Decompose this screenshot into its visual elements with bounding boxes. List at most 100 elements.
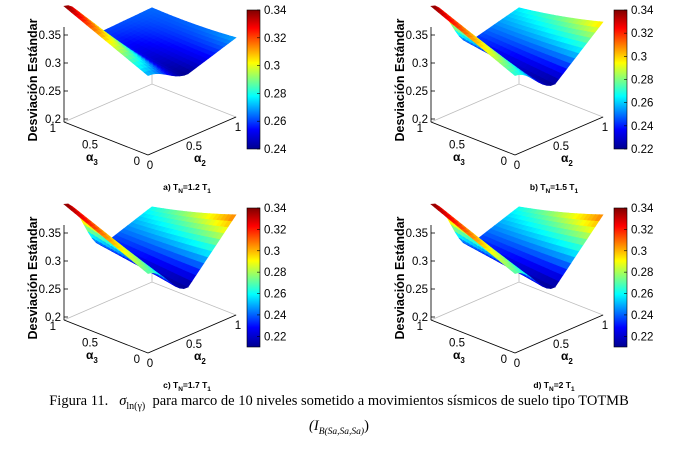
a3-tick-label: 0 (501, 354, 507, 366)
colorbar-tick-label: 0.26 (264, 289, 286, 301)
a2-tick-label: 0 (514, 358, 520, 370)
z-axis-title: Desviación Estándar (26, 18, 40, 141)
caption-text: para marco de 10 niveles sometido a movi… (152, 393, 629, 409)
panel-label-part: =2 T (554, 380, 572, 390)
z-tick-label: 0.25 (39, 284, 61, 296)
panel-label-part: b) T (530, 182, 546, 192)
colorbar (246, 207, 261, 348)
a3-axis-title-sub: 3 (460, 158, 465, 167)
colorbar-tick-label: 0.22 (264, 331, 286, 343)
a3-axis-line (63, 121, 149, 156)
z-tick-label: 0.2 (412, 312, 428, 324)
colorbar-tick-label: 0.24 (631, 121, 654, 133)
a3-tick-label: 0 (134, 156, 140, 168)
z-tick-label: 0.25 (406, 86, 428, 98)
figure-caption-measure: (IB(Sa,Sa,Sa)) (0, 418, 678, 437)
z-tick-label: 0.35 (406, 30, 428, 42)
a2-axis-line (147, 116, 237, 156)
surface-cell (227, 214, 237, 222)
z-tick-label: 0.35 (39, 30, 61, 42)
panel-label: b) TN=1.5 T1 (530, 182, 579, 195)
a3-tick-label: 1 (50, 123, 56, 135)
colorbar-tick-label: 0.28 (631, 75, 653, 87)
z-tick-label: 0.3 (45, 58, 61, 70)
z-tick-label: 0.3 (412, 256, 428, 268)
z-tick-label: 0.2 (45, 312, 61, 324)
panel-label-part: N (178, 386, 183, 393)
panel-label-part: 1 (571, 386, 575, 393)
a3-tick-label: 0.5 (82, 140, 98, 152)
panel-label-part: =1.7 T (183, 380, 208, 390)
a3-axis-title: α3 (453, 150, 465, 167)
a3-axis-line (430, 121, 516, 156)
surface-mesh (63, 203, 237, 289)
a2-tick-label: 0.5 (553, 141, 569, 153)
colorbar-tick-label: 0.22 (631, 144, 653, 156)
a3-tick-label: 0.5 (449, 338, 465, 350)
colorbar-tick-label: 0.3 (631, 51, 647, 63)
surface-cell (227, 36, 237, 41)
panel-label-part: =1.2 T (183, 182, 208, 192)
z-tick-label: 0.2 (412, 114, 428, 126)
colorbar-tick-label: 0.3 (631, 246, 647, 258)
surface-mesh (430, 5, 604, 86)
a3-tick-label: 0.5 (82, 338, 98, 350)
panel-label-part: N (178, 188, 183, 195)
z-axis-title: Desviación Estándar (26, 216, 40, 339)
a3-tick-label: 0.5 (449, 140, 465, 152)
caption-sigma-sub: ln(γ) (126, 400, 146, 412)
a2-tick-label: 0 (147, 358, 153, 370)
a2-tick-label: 0.5 (186, 141, 202, 153)
caption-label: Figura 11. (49, 393, 109, 409)
a2-axis-title: α2 (194, 151, 206, 168)
a2-tick-label: 1 (235, 122, 241, 134)
colorbar-tick-label: 0.34 (264, 5, 287, 17)
z-tick-label: 0.2 (45, 114, 61, 126)
panel-label-part: =1.5 T (550, 182, 575, 192)
panel-label: a) TN=1.2 T1 (163, 182, 211, 195)
a3-axis-line (430, 319, 516, 354)
caption-measure-end: ) (364, 418, 369, 434)
a2-axis-line (514, 116, 604, 156)
a3-tick-label: 1 (50, 321, 56, 333)
a3-tick-label: 0 (501, 156, 507, 168)
a2-axis-title: α2 (561, 349, 573, 366)
colorbar-tick-label: 0.32 (264, 33, 286, 45)
colorbar-tick-label: 0.3 (264, 246, 280, 258)
z-axis-title: Desviación Estándar (393, 18, 407, 141)
panel-label-part: c) T (163, 380, 179, 390)
a2-axis-title-sub: 2 (201, 357, 206, 366)
a3-axis-title: α3 (86, 348, 98, 365)
colorbar-tick-label: 0.24 (264, 310, 287, 322)
colorbar-tick-label: 0.24 (631, 310, 654, 322)
a2-axis-line (147, 314, 237, 354)
colorbar-tick-label: 0.28 (631, 267, 653, 279)
colorbar (246, 9, 261, 150)
colorbar-tick-label: 0.28 (264, 88, 286, 100)
colorbar-tick-label: 0.34 (631, 5, 654, 17)
colorbar (613, 207, 628, 348)
surface-mesh (63, 5, 237, 77)
a3-axis-title-sub: 3 (460, 356, 465, 365)
z-tick-label: 0.3 (412, 58, 428, 70)
surface-cell (594, 214, 604, 222)
caption-measure: (I (309, 418, 319, 434)
a3-axis-title-sub: 3 (93, 356, 98, 365)
a3-axis-title-sub: 3 (93, 158, 98, 167)
panel-label-part: 1 (207, 188, 211, 195)
panel-label-part: 1 (575, 188, 579, 195)
panel-label-part: d) T (533, 380, 549, 390)
colorbar-tick-label: 0.3 (264, 61, 280, 73)
a3-axis-title: α3 (86, 150, 98, 167)
surface-cell (594, 21, 604, 28)
z-tick-label: 0.35 (406, 228, 428, 240)
colorbar-tick-label: 0.26 (631, 98, 653, 110)
colorbar-tick-label: 0.24 (264, 144, 287, 156)
z-axis-title: Desviación Estándar (393, 216, 407, 339)
figure-caption: Figura 11. σln(γ) para marco de 10 nivel… (0, 393, 678, 412)
z-tick-label: 0.25 (406, 284, 428, 296)
surface-panel-4: 0.2 0.25 0.3 0.35 0 0.5 1 0 0.5 1 Desviación Están… (393, 203, 654, 393)
a3-axis-line (63, 319, 149, 354)
colorbar-tick-label: 0.34 (631, 203, 654, 215)
a3-tick-label: 1 (417, 123, 423, 135)
